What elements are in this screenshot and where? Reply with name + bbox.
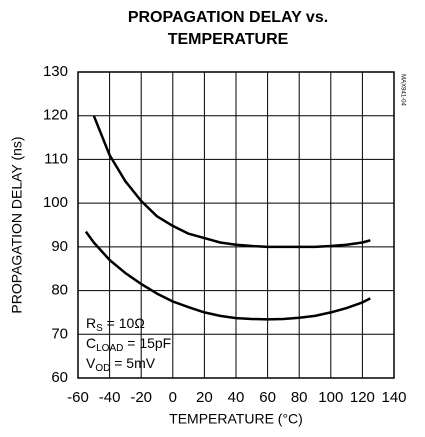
chart-title: TEMPERATURE xyxy=(168,31,289,48)
annotation-sub: S xyxy=(96,323,103,334)
y-tick-label: 70 xyxy=(51,325,68,342)
line-series xyxy=(92,115,371,249)
y-tick-label: 100 xyxy=(43,194,68,211)
annotation: VOD = 5mV xyxy=(86,355,156,374)
x-tick-label: 120 xyxy=(350,389,375,406)
annotation-main: V xyxy=(86,355,96,371)
y-tick-label: 90 xyxy=(51,238,68,255)
y-tick-label: 60 xyxy=(51,369,68,386)
y-tick-label: 80 xyxy=(51,282,68,299)
x-tick-label: 0 xyxy=(169,389,177,406)
annotation-rest: = 5mV xyxy=(110,355,155,371)
figure-id: MAX941-04 xyxy=(399,74,405,106)
annotation-sub: LOAD xyxy=(96,343,123,354)
annotation-main: R xyxy=(86,315,96,331)
x-axis-label: TEMPERATURE (°C) xyxy=(169,411,303,427)
x-tick-label: -20 xyxy=(130,389,152,406)
y-tick-label: 110 xyxy=(44,150,68,167)
y-tick-label: 120 xyxy=(43,107,68,124)
annotation-sub: OD xyxy=(95,363,110,374)
plot-frame xyxy=(77,71,395,379)
annotation: CLOAD = 15pF xyxy=(86,335,171,354)
line-series xyxy=(84,230,371,321)
x-tick-label: 20 xyxy=(196,389,213,406)
annotation: RS = 10Ω xyxy=(86,315,145,334)
chart-title: PROPAGATION DELAY vs. xyxy=(128,9,328,26)
x-tick-label: 40 xyxy=(228,389,245,406)
annotation-rest: = 10Ω xyxy=(103,315,145,331)
x-tick-label: -40 xyxy=(99,389,121,406)
x-tick-label: 140 xyxy=(381,389,406,406)
x-tick-label: 80 xyxy=(291,389,308,406)
y-tick-label: 130 xyxy=(43,63,68,80)
y-axis-label: PROPAGATION DELAY (ns) xyxy=(9,136,25,313)
x-tick-label: 60 xyxy=(259,389,276,406)
annotation-rest: = 15pF xyxy=(123,335,171,351)
x-tick-label: -60 xyxy=(67,389,89,406)
x-tick-label: 100 xyxy=(318,389,343,406)
annotation-main: C xyxy=(86,335,96,351)
